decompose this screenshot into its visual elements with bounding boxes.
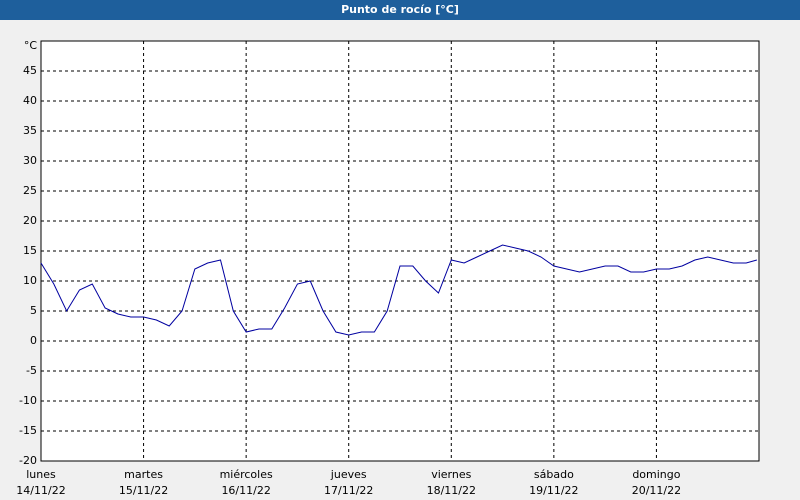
- x-tick-label: miércoles: [220, 468, 273, 481]
- y-tick-label: 40: [23, 94, 37, 107]
- plot-area: [40, 40, 760, 462]
- x-tick-date: 17/11/22: [324, 484, 373, 497]
- x-tick-date: 15/11/22: [119, 484, 168, 497]
- y-tick-label: -10: [19, 394, 37, 407]
- y-tick-label: 35: [23, 124, 37, 137]
- title-bar: [0, 0, 800, 20]
- data-line: [40, 244, 757, 336]
- y-tick-label: 10: [23, 274, 37, 287]
- x-tick-label: domingo: [632, 468, 680, 481]
- x-tick-date: 19/11/22: [529, 484, 578, 497]
- x-tick-label: sábado: [534, 468, 574, 481]
- y-tick-label: 15: [23, 244, 37, 257]
- y-tick-label: 20: [23, 214, 37, 227]
- y-tick-label: 5: [30, 304, 37, 317]
- chart-title: Punto de rocío [°C]: [341, 3, 459, 16]
- y-tick-label: 0: [30, 334, 37, 347]
- x-tick-label: viernes: [431, 468, 471, 481]
- y-unit: °C: [24, 39, 38, 52]
- x-tick-date: 20/11/22: [632, 484, 681, 497]
- y-tick-label: -15: [19, 424, 37, 437]
- y-tick-label: 30: [23, 154, 37, 167]
- x-tick-label: martes: [124, 468, 163, 481]
- y-tick-label: -5: [26, 364, 37, 377]
- x-tick-date: 18/11/22: [427, 484, 476, 497]
- y-tick-label: 25: [23, 184, 37, 197]
- x-tick-date: 14/11/22: [16, 484, 65, 497]
- y-tick-label: 45: [23, 64, 37, 77]
- y-tick-label: -20: [19, 454, 37, 467]
- x-tick-label: lunes: [26, 468, 56, 481]
- x-tick-label: jueves: [330, 468, 367, 481]
- x-tick-date: 16/11/22: [221, 484, 270, 497]
